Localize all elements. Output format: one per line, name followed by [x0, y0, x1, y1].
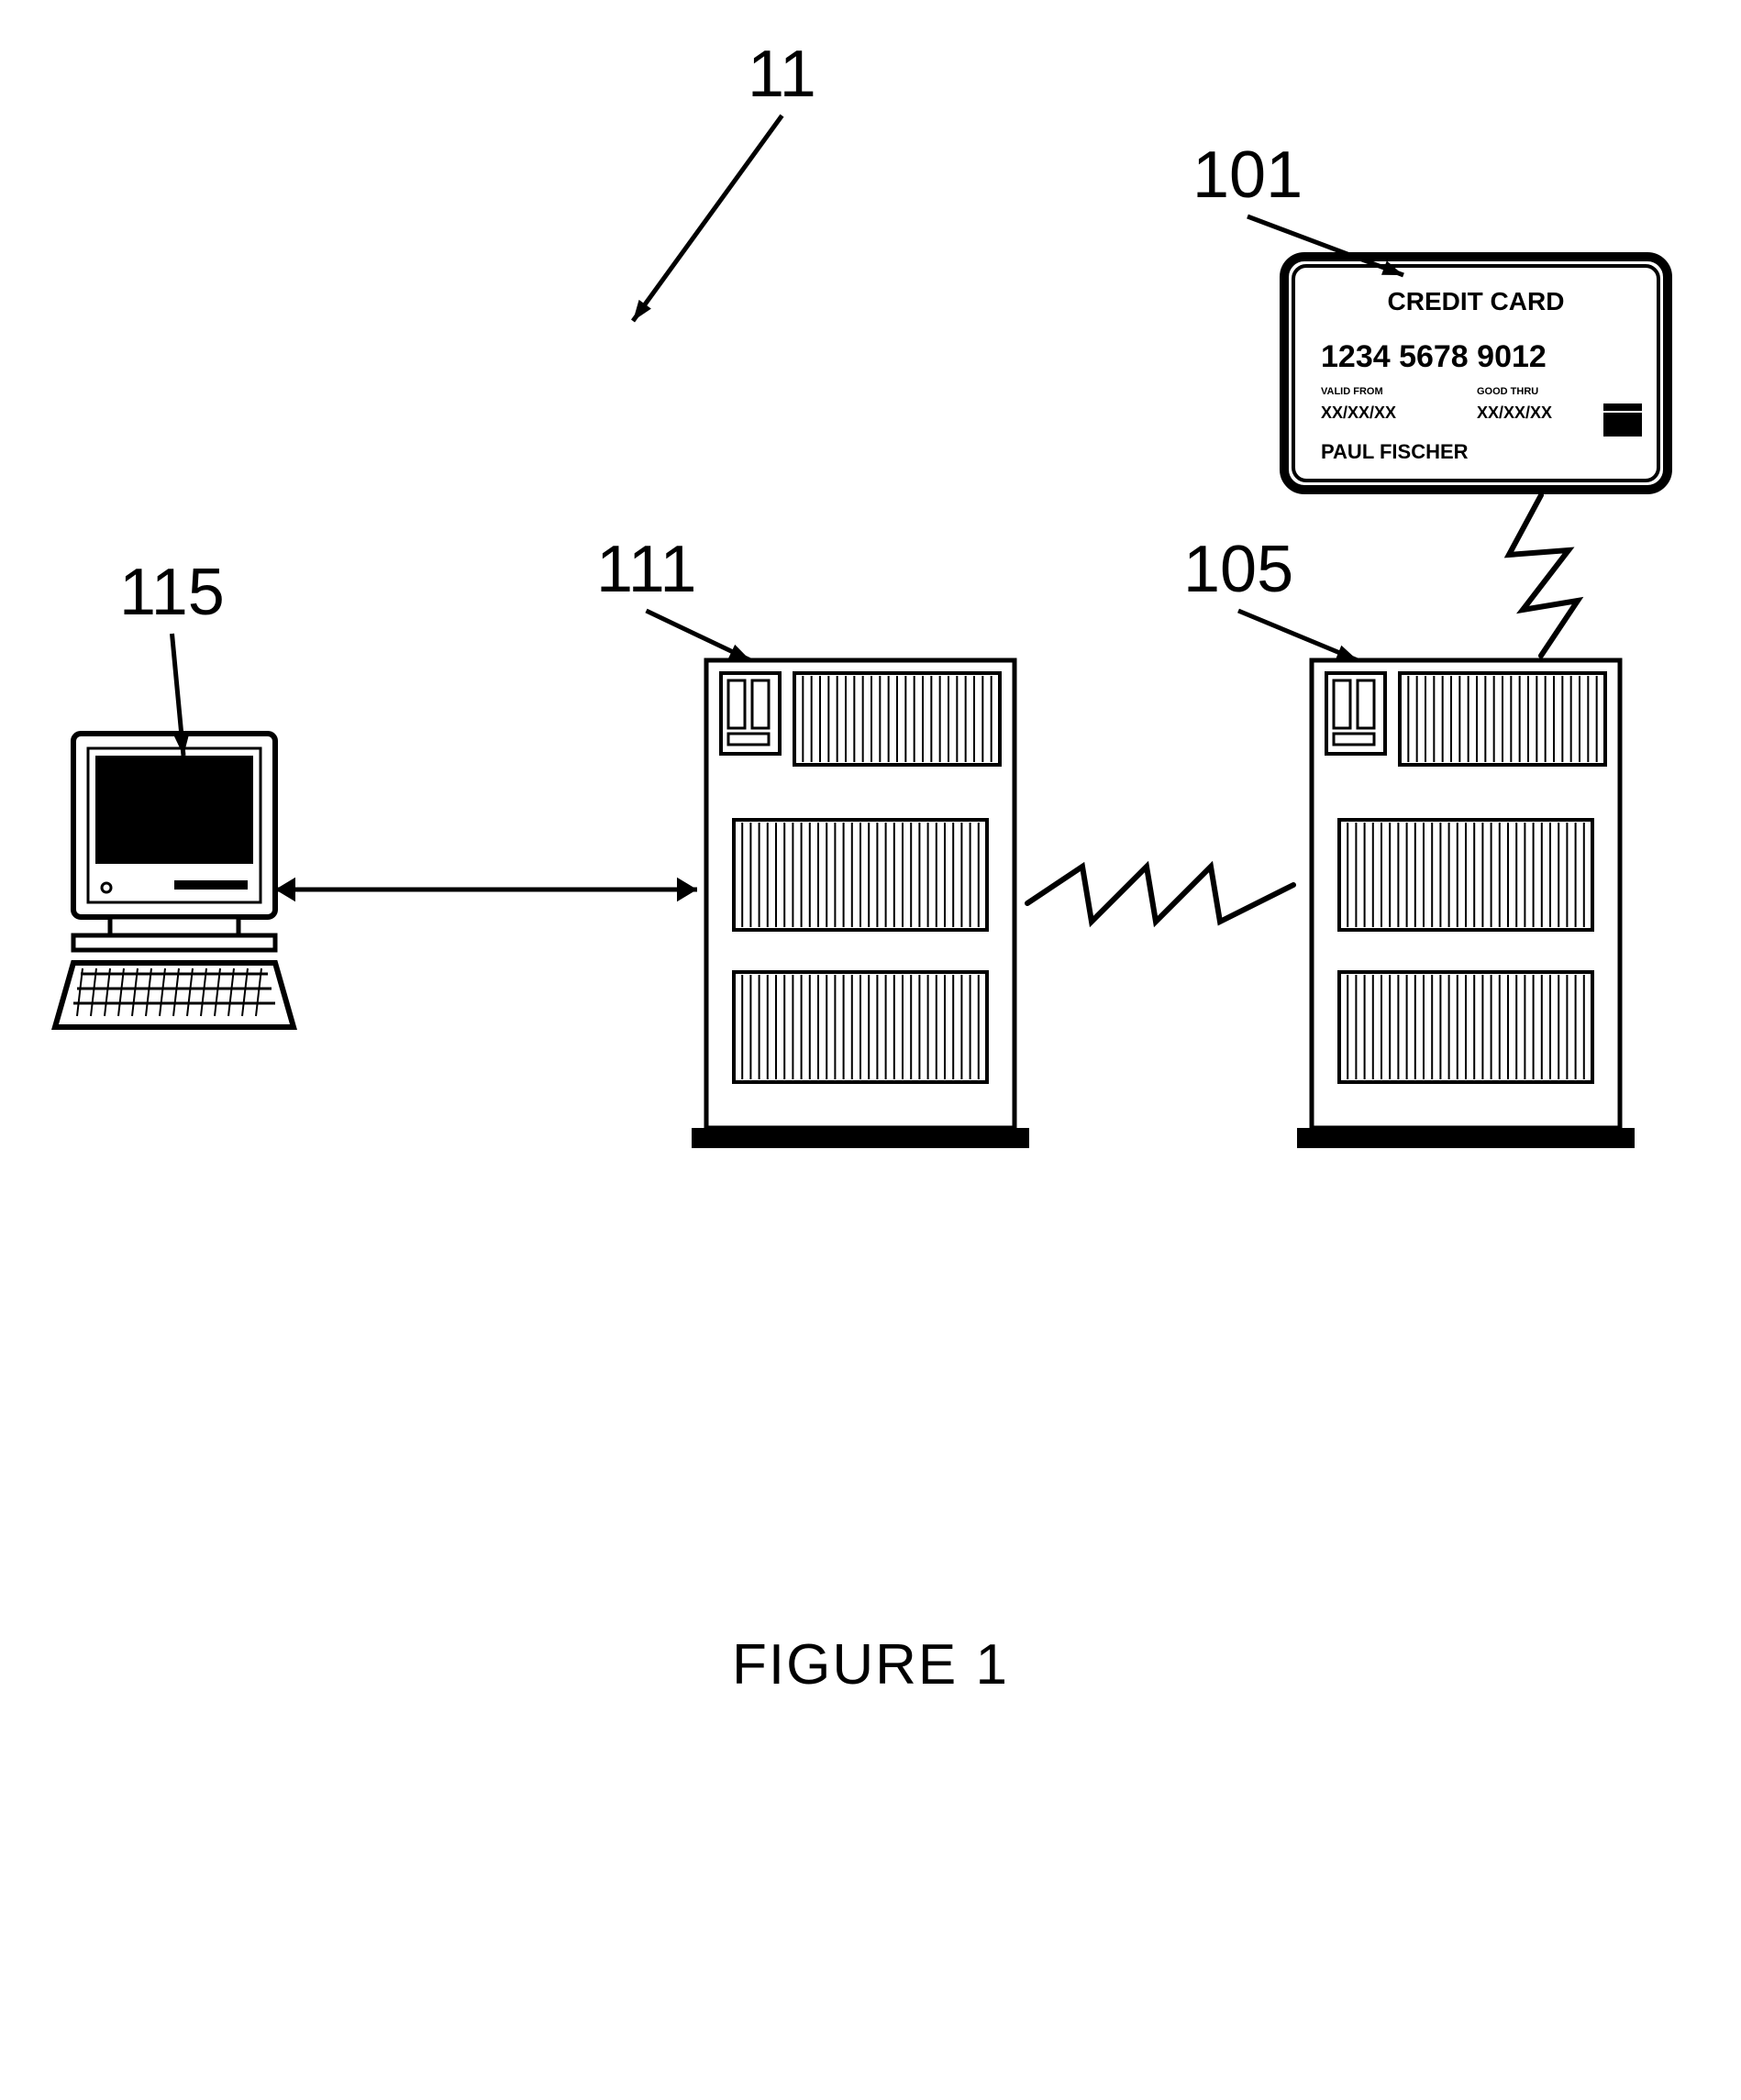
svg-text:XX/XX/XX: XX/XX/XX [1477, 403, 1552, 422]
svg-text:VALID FROM: VALID FROM [1321, 386, 1383, 397]
svg-text:XX/XX/XX: XX/XX/XX [1321, 403, 1396, 422]
diagram-svg: CREDIT CARD 1234 5678 9012 VALID FROM GOOD … [0, 0, 1741, 2100]
svg-text:1234 5678 9012: 1234 5678 9012 [1321, 339, 1547, 374]
svg-text:CREDIT CARD: CREDIT CARD [1388, 287, 1565, 315]
svg-text:PAUL FISCHER: PAUL FISCHER [1321, 440, 1469, 463]
svg-text:GOOD THRU: GOOD THRU [1477, 386, 1538, 397]
